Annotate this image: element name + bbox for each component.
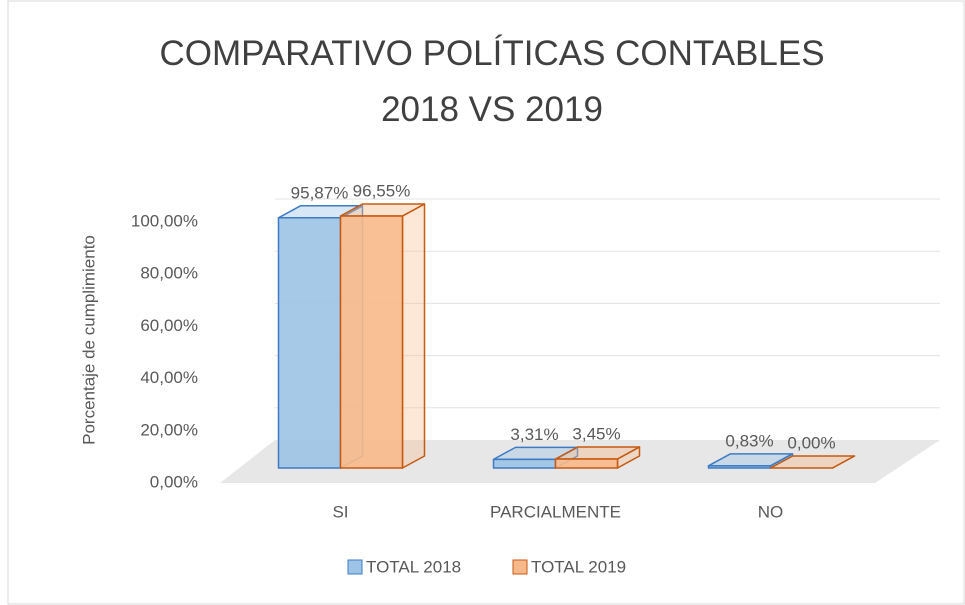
y-tick-label: 40,00%: [140, 368, 198, 387]
bar-face: [554, 458, 619, 469]
legend-label: TOTAL 2018: [366, 557, 461, 576]
bar: [554, 446, 641, 469]
bar-face: [769, 455, 856, 469]
bar: [339, 203, 426, 469]
value-label: 3,31%: [510, 425, 558, 444]
bar-face: [277, 217, 342, 469]
y-tick-label: 100,00%: [131, 211, 198, 230]
y-tick-label: 0,00%: [150, 472, 198, 491]
bar-face: [339, 215, 404, 469]
bar-face: [707, 465, 772, 469]
chart-title: COMPARATIVO POLÍTICAS CONTABLES 2018 VS …: [159, 34, 825, 129]
chart-border: [7, 0, 965, 605]
bar-face: [492, 458, 557, 469]
legend-label: TOTAL 2019: [531, 557, 626, 576]
legend-swatch: [512, 559, 528, 575]
y-axis-label: Porcentaje de cumplimiento: [79, 235, 98, 445]
y-tick-label: 20,00%: [140, 420, 198, 439]
x-tick-label: SI: [332, 502, 348, 521]
value-label: 95,87%: [291, 183, 349, 202]
bar: [769, 455, 856, 469]
value-label: 96,55%: [353, 181, 411, 200]
value-label: 0,83%: [725, 431, 773, 450]
legend-swatch: [347, 559, 363, 575]
x-tick-label: NO: [758, 502, 784, 521]
y-tick-label: 60,00%: [140, 316, 198, 335]
x-tick-label: PARCIALMENTE: [490, 502, 621, 521]
bar-face: [401, 203, 426, 469]
y-tick-label: 80,00%: [140, 264, 198, 283]
value-label: 0,00%: [787, 433, 835, 452]
value-label: 3,45%: [572, 424, 620, 443]
